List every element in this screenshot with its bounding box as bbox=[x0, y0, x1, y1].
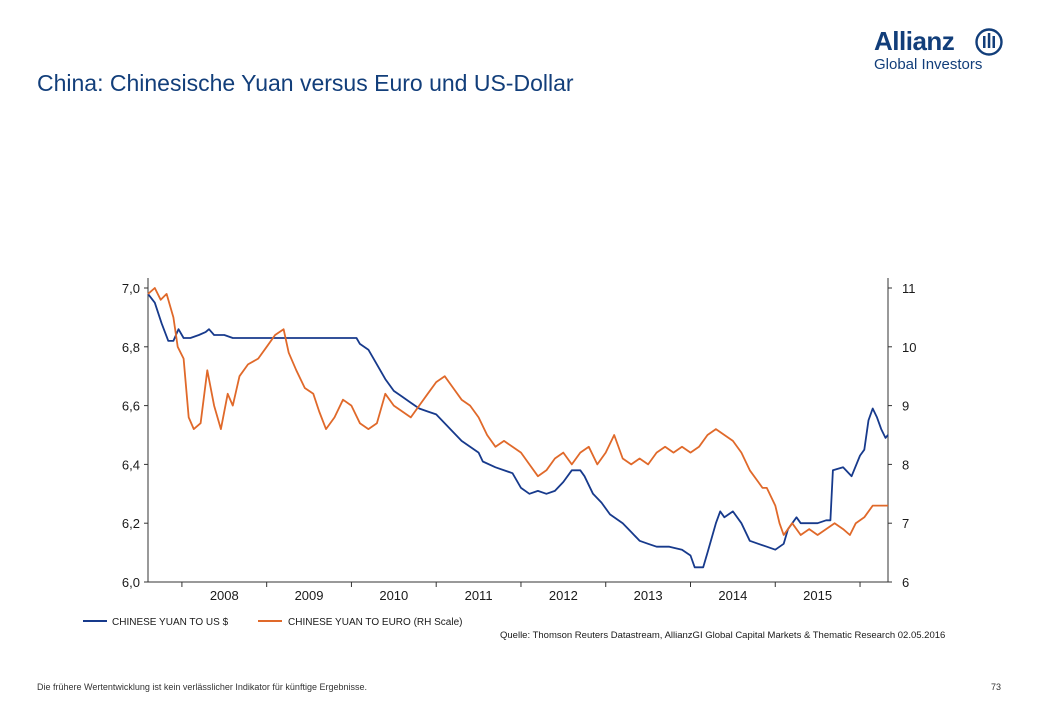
logo-subtitle: Global Investors bbox=[874, 56, 983, 73]
page-number: 73 bbox=[990, 682, 1001, 692]
x-tick-label: 2011 bbox=[465, 588, 493, 603]
chart-legend: CHINESE YUAN TO US $ CHINESE YUAN TO EURO… bbox=[83, 617, 462, 628]
series-eur-line bbox=[147, 287, 888, 536]
legend-label-eur: CHINESE YUAN TO EURO (RH Scale) bbox=[288, 617, 462, 628]
left-tick-label: 6,2 bbox=[122, 516, 140, 531]
allianz-eagle-icon bbox=[975, 28, 1003, 56]
left-tick-label: 7,0 bbox=[122, 281, 140, 296]
right-tick-label: 8 bbox=[902, 457, 909, 472]
left-tick-label: 6,6 bbox=[122, 399, 140, 414]
logo-wordmark: Allianz bbox=[874, 26, 955, 56]
page-title: China: Chinesische Yuan versus Euro und … bbox=[37, 70, 574, 96]
x-tick-label: 2013 bbox=[634, 588, 663, 603]
series-usd-line bbox=[147, 293, 889, 569]
right-tick-label: 6 bbox=[902, 575, 909, 590]
left-tick-label: 6,4 bbox=[122, 457, 140, 472]
x-tick-label: 2012 bbox=[549, 588, 578, 603]
x-tick-label: 2010 bbox=[379, 588, 408, 603]
x-tick-label: 2015 bbox=[803, 588, 832, 603]
chart-series bbox=[147, 287, 889, 569]
right-tick-label: 11 bbox=[902, 281, 916, 296]
left-tick-label: 6,0 bbox=[122, 575, 140, 590]
chart-source: Quelle: Thomson Reuters Datastream, Alli… bbox=[500, 630, 946, 641]
right-tick-label: 7 bbox=[902, 516, 909, 531]
left-tick-label: 6,8 bbox=[122, 340, 140, 355]
right-tick-label: 9 bbox=[902, 399, 909, 414]
legend-label-usd: CHINESE YUAN TO US $ bbox=[112, 617, 229, 628]
footer-disclaimer: Die frühere Wertentwicklung ist kein ver… bbox=[37, 682, 367, 692]
allianz-logo: Allianz Global Investors bbox=[874, 26, 1004, 76]
right-tick-label: 10 bbox=[902, 340, 916, 355]
x-tick-label: 2008 bbox=[210, 588, 239, 603]
x-tick-label: 2014 bbox=[718, 588, 747, 603]
chart-axes: 6,0 6,2 6,4 6,6 6,8 7,0 6 7 8 9 10 11 2008 2009 2010 20… bbox=[122, 278, 916, 603]
x-tick-label: 2009 bbox=[295, 588, 324, 603]
